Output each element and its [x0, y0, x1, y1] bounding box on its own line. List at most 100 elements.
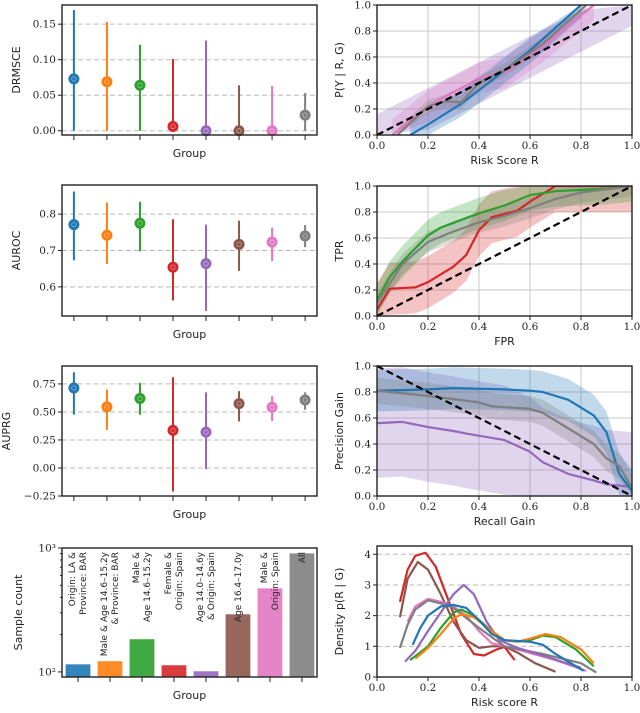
point-blue: [68, 219, 80, 231]
point-marker-ring: [302, 397, 308, 403]
x-axis-label: Group: [173, 689, 207, 702]
bar-4: [192, 670, 220, 678]
bar-label: All: [298, 552, 308, 563]
series-line-green: [377, 186, 632, 301]
point-marker-ring: [236, 401, 242, 407]
x-tick-label: 0.0: [369, 140, 386, 152]
point-green: [134, 393, 146, 404]
y-tick-label: 0.50: [33, 406, 56, 418]
x-tick-label: 0.6: [522, 140, 539, 152]
point-marker-ring: [302, 112, 308, 118]
series-line-purple: [377, 420, 632, 488]
series-line-brown: [398, 560, 556, 673]
bar-3: [160, 664, 188, 678]
bar-7: [288, 552, 316, 678]
point-marker-ring: [203, 128, 209, 134]
point-marker-ring: [236, 241, 242, 247]
y-tick-label: 0.6: [354, 52, 371, 64]
x-axis-label: Risk Score R: [470, 154, 539, 167]
x-tick-label: 1.0: [624, 682, 640, 694]
point-marker-ring: [71, 385, 77, 391]
confidence-band-green: [377, 186, 632, 316]
chart-prg: 0.0 0.2 0.4 0.6 0.8 1.0 0.0 0.2 0.4 0.6 0.8 1.0 Reca…: [333, 361, 640, 529]
x-axis-label: FPR: [494, 335, 515, 348]
point-marker-ring: [137, 395, 143, 402]
y-axis-label: P(Y | R, G): [333, 42, 346, 98]
y-tick-label: 1.0: [354, 181, 371, 193]
point-marker-ring: [137, 82, 143, 88]
bar-label: Age 14.6–15.2y: [143, 551, 153, 622]
point-pink: [266, 401, 278, 413]
bar-5: [224, 613, 252, 678]
axes-frame: [376, 4, 633, 136]
x-axis-label: Group: [173, 147, 207, 160]
y-tick-label: 0.4: [354, 439, 371, 451]
point-marker-ring: [170, 264, 176, 270]
confidence-band-gray: [377, 377, 632, 496]
x-tick-label: 0.6: [522, 682, 539, 694]
reference-diagonal: [376, 4, 633, 136]
y-axis-label: AUROC: [10, 230, 23, 270]
x-tick-label: 0.2: [420, 682, 437, 694]
point-gray: [299, 230, 311, 242]
y-tick-label: 0.6: [39, 281, 56, 293]
y-tick-label: 0.25: [33, 434, 56, 446]
bar-label: Male &: [132, 552, 142, 583]
axes-frame: [61, 184, 318, 317]
y-tick-label: 0.8: [354, 26, 371, 38]
x-tick-label: 1.0: [624, 501, 640, 513]
series-line-gray: [377, 389, 632, 489]
point-marker-ring: [269, 128, 275, 134]
bar-label: Age 16.4–17.0y: [234, 551, 244, 622]
bar-label: & Province: BAR: [111, 552, 121, 625]
x-axis-label: Risk score R: [471, 696, 538, 708]
y-tick-label: 0.0: [354, 130, 371, 142]
y-tick-label: 1.0: [354, 0, 371, 12]
series-line-purple: [404, 583, 582, 669]
point-purple: [200, 125, 212, 137]
series-line-gray: [398, 599, 597, 674]
x-tick-label: 0.0: [369, 682, 386, 694]
reference-diagonal: [376, 365, 633, 497]
point-marker-ring: [71, 76, 77, 82]
point-marker-ring: [203, 429, 209, 435]
y-tick-label: −0.25: [24, 491, 56, 503]
series-line-gray: [396, 5, 587, 135]
x-tick-label: 1.0: [624, 140, 640, 152]
bar-label: Male & Age 14.6–15.2y: [100, 551, 110, 656]
y-tick-label: 0.15: [33, 19, 56, 31]
bar-label: Male &: [260, 552, 270, 583]
y-tick-label: 0.00: [33, 462, 56, 474]
y-tick-label: 0.6: [354, 233, 371, 245]
axes-frame: [61, 4, 318, 136]
y-tick-label: 10²: [38, 666, 56, 678]
x-axis-label: Group: [173, 508, 207, 521]
y-tick-label: 0.4: [354, 78, 371, 90]
point-marker-ring: [170, 427, 176, 433]
y-axis-label: TPR: [333, 240, 346, 262]
point-marker-ring: [71, 222, 77, 228]
y-tick-label: 10³: [38, 543, 56, 555]
y-axis-label: Density p(R | G): [333, 568, 346, 656]
series-line-orange: [414, 613, 595, 664]
bar-0: [64, 663, 92, 678]
series-line-red: [377, 186, 632, 311]
point-purple: [200, 426, 212, 438]
y-tick-label: 0.8: [354, 207, 371, 219]
y-tick-label: 0.8: [354, 387, 371, 399]
y-tick-label: 1: [364, 641, 371, 653]
series-line-blue: [411, 603, 585, 672]
chart-roc: 0.0 0.2 0.4 0.6 0.8 1.0 0.0 0.2 0.4 0.6 0.8 1.0 FPR T…: [333, 181, 640, 349]
chart-auprg: −0.25 0.00 0.25 0.50 0.75 Group AUPRG: [0, 365, 318, 521]
series-line-blue: [409, 5, 582, 135]
point-pink: [266, 125, 278, 137]
point-blue: [68, 73, 80, 85]
chart-density: 0 1 2 3 4 0.0 0.2 0.4 0.6 0.8 1.0 Risk score R Densi…: [333, 545, 640, 709]
point-orange: [101, 229, 113, 241]
y-tick-label: 0.6: [354, 413, 371, 425]
point-red: [167, 261, 179, 273]
x-tick-label: 0.2: [420, 321, 437, 333]
y-tick-label: 0.8: [39, 209, 56, 221]
chart-samples: 10² 10³ Origin: LA & Province: BAR Male & Ag…: [12, 543, 318, 702]
